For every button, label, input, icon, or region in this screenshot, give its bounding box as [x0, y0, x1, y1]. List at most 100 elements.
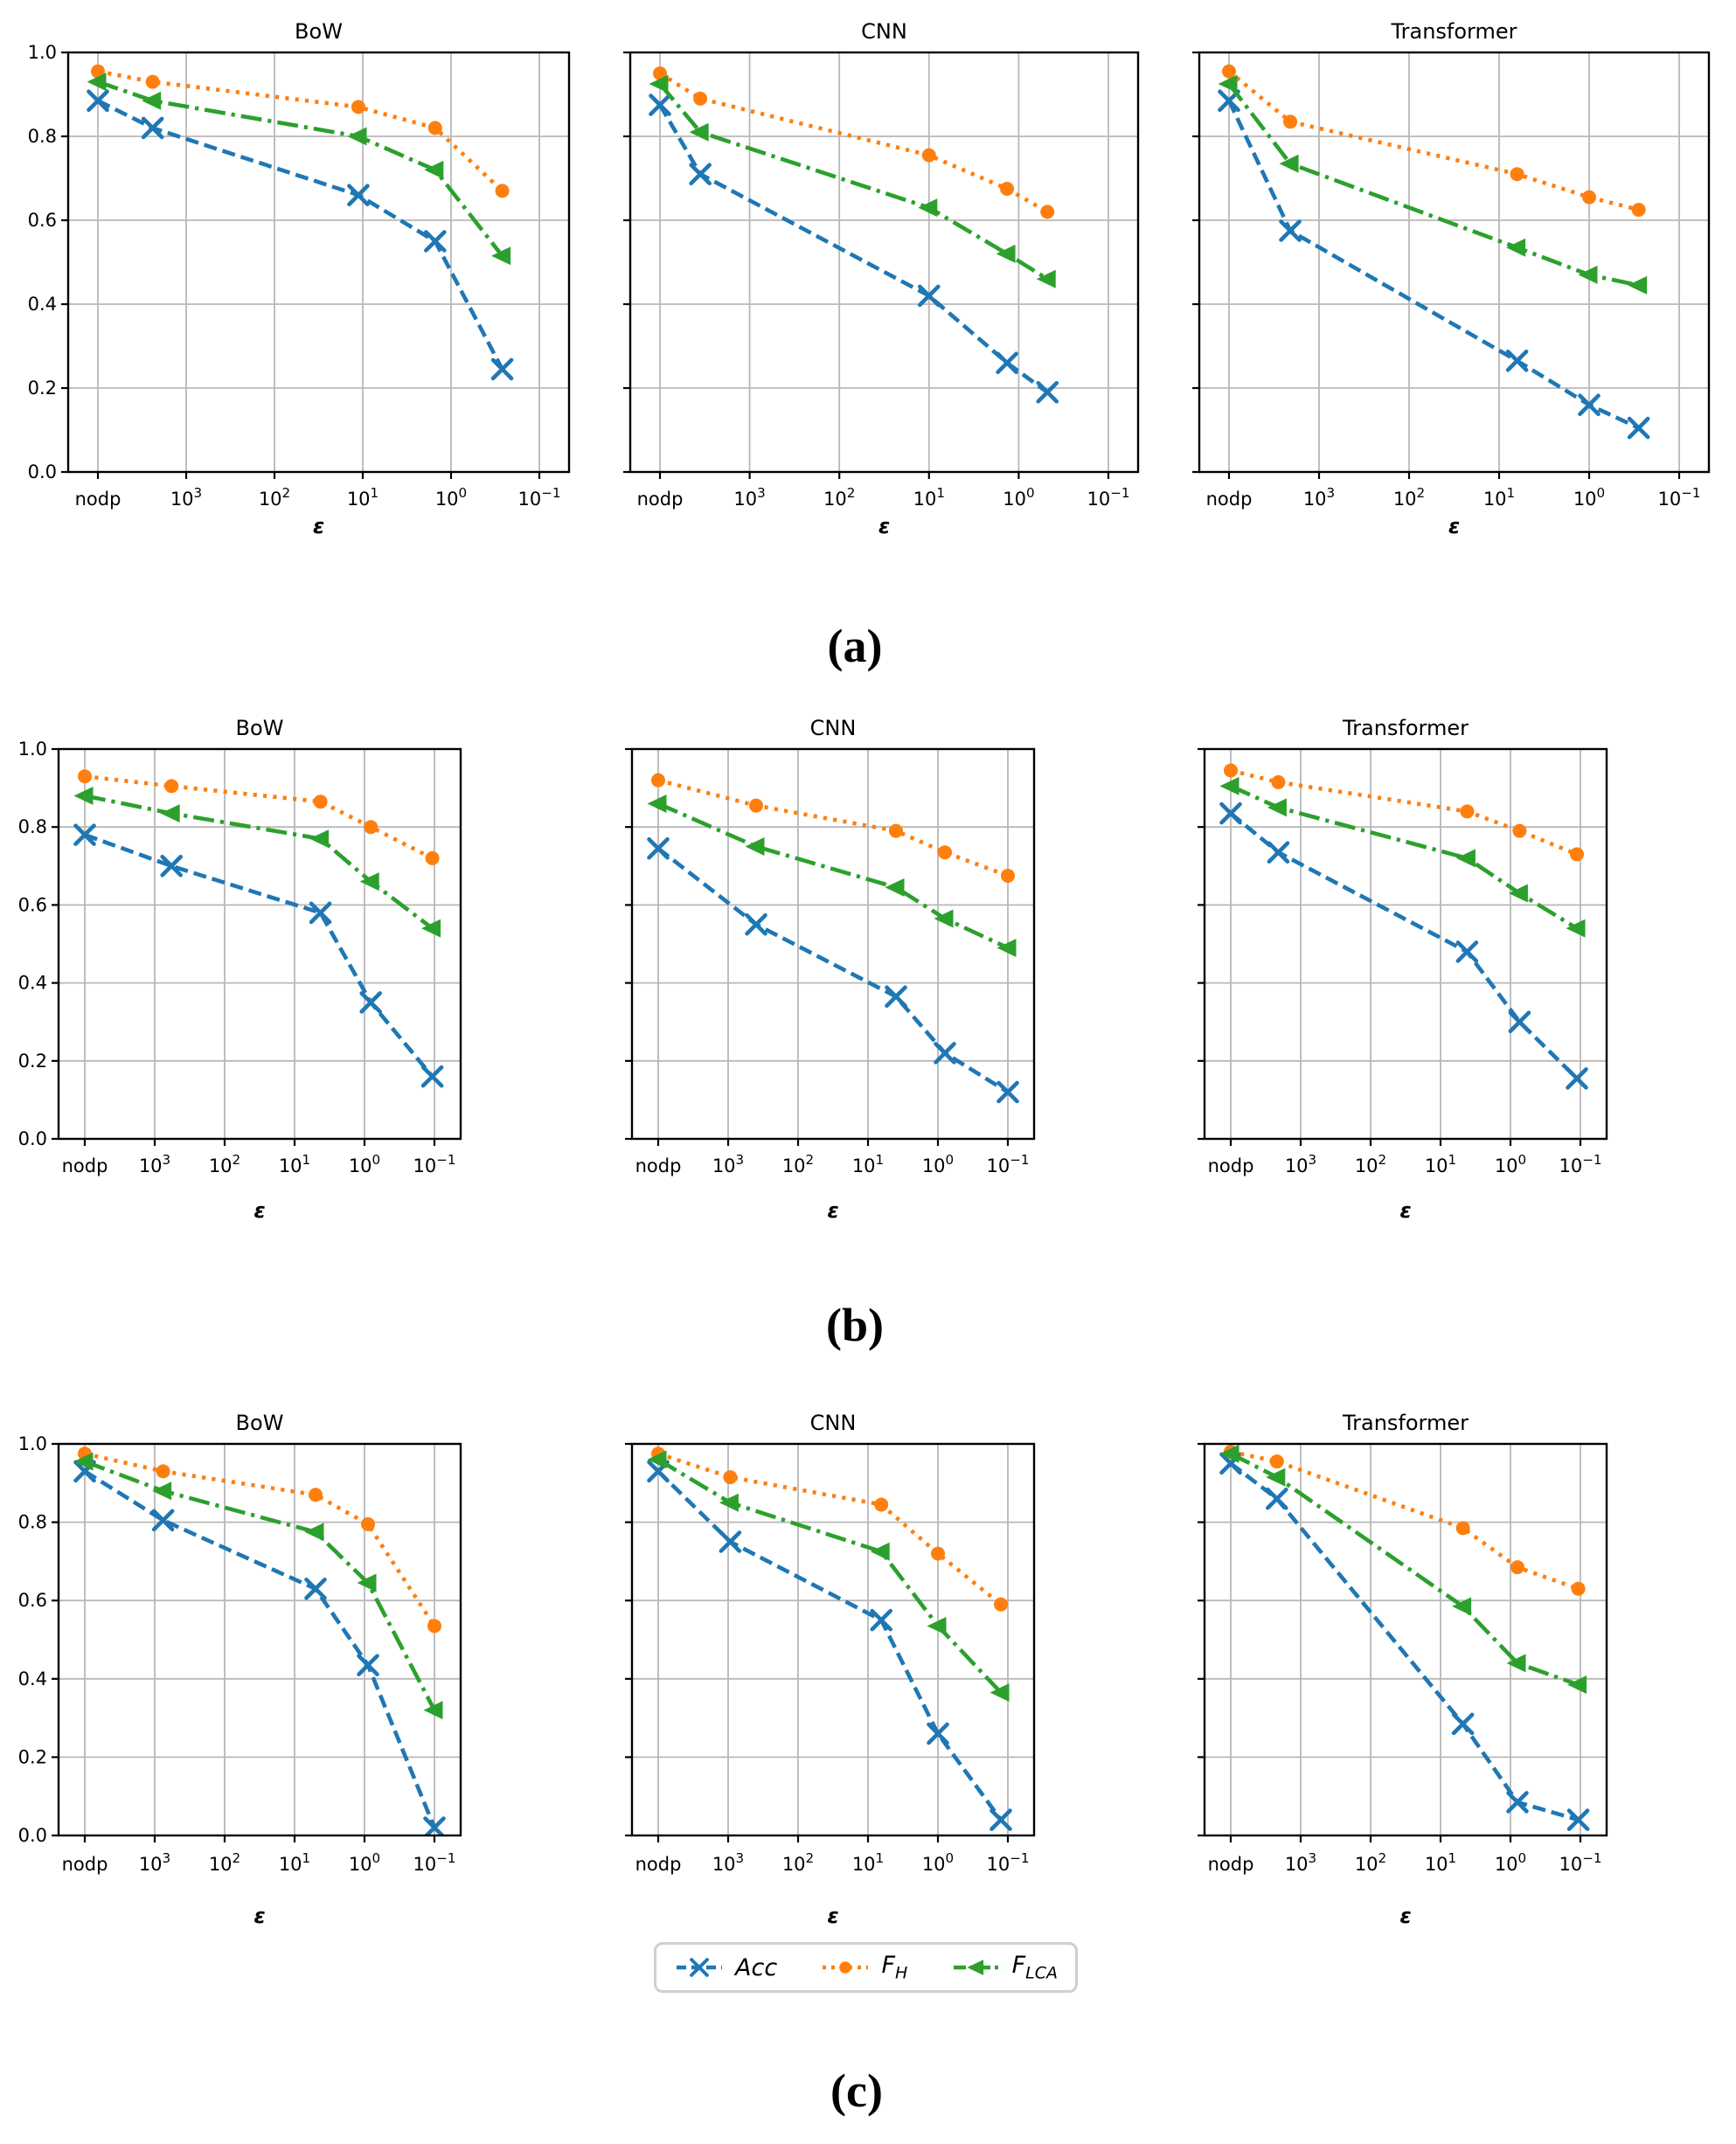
tick-marks — [1198, 747, 1582, 1146]
caption-a: (a) — [827, 620, 883, 672]
series-acc — [1218, 89, 1650, 440]
legend-entry-flca: FLCA — [951, 1952, 1058, 1983]
x-marker-icon — [918, 284, 941, 308]
x-marker-icon — [1627, 416, 1650, 440]
x-tick-label: 101 — [852, 1152, 884, 1176]
series-group — [87, 64, 514, 381]
tick-marks — [52, 1442, 436, 1842]
triangle-left-marker-icon — [647, 1450, 667, 1469]
x-tick-label: 10−1 — [413, 1152, 455, 1176]
circle-marker-icon — [931, 1546, 945, 1561]
x-marker-icon — [309, 901, 332, 925]
panel-title: Transformer — [1342, 1411, 1469, 1435]
axes-spines — [66, 51, 571, 474]
x-marker-icon — [1266, 1487, 1288, 1510]
series-f_h — [653, 66, 1055, 219]
x-tick-label: 102 — [1355, 1850, 1386, 1875]
y-tick-label: 0.2 — [18, 1051, 47, 1072]
y-tick-label: 0.0 — [28, 461, 57, 482]
caption-b: (b) — [826, 1299, 884, 1351]
x-marker-icon — [1506, 1791, 1529, 1814]
grid-lines — [632, 749, 1034, 1139]
dashdot-line-triangle-marker-icon — [953, 1960, 999, 1975]
x-marker-icon — [1508, 1010, 1531, 1033]
x-tick-label: nodp — [637, 489, 684, 510]
x-tick-label: 103 — [139, 1152, 170, 1176]
series-f_lca — [73, 787, 441, 938]
triangle-left-marker-icon — [424, 160, 444, 179]
triangle-left-marker-icon — [990, 1683, 1010, 1702]
x-marker-icon — [745, 912, 767, 936]
chart-panel-bow: nodp 103 102 101 100 10−1 0.0 0.2 0.4 0.6 0.8 1.0 Bo… — [18, 716, 462, 1223]
chart-panel-transformer: nodp 103 102 101 100 10−1 Transformer ε — [1198, 1411, 1608, 1928]
series-group — [1219, 1444, 1590, 1831]
series-acc — [649, 94, 1059, 404]
x-axis-label: ε — [827, 1904, 838, 1928]
x-tick-label: 103 — [1285, 1850, 1316, 1875]
circle-marker-icon — [1455, 1521, 1470, 1536]
circle-marker-icon — [938, 845, 952, 860]
x-marker-icon — [689, 163, 712, 185]
x-marker-icon — [1219, 801, 1242, 825]
x-tick-label: 101 — [279, 1850, 310, 1875]
x-marker-icon — [1036, 381, 1059, 404]
circle-marker-icon — [1271, 774, 1286, 789]
series-f_h — [78, 1447, 441, 1634]
series-group — [73, 1447, 446, 1836]
x-tick-label: 10−1 — [1087, 485, 1129, 510]
x-marker-icon — [990, 1808, 1012, 1831]
triangle-left-marker-icon — [647, 794, 667, 813]
triangle-left-marker-icon — [1279, 154, 1299, 173]
x-tick-label: 102 — [1355, 1152, 1386, 1176]
x-tick-label: 10−1 — [986, 1850, 1029, 1875]
series-acc — [1219, 801, 1588, 1090]
triangle-left-marker-icon — [745, 837, 765, 856]
x-marker-icon — [1505, 350, 1529, 372]
triangle-left-marker-icon — [996, 938, 1017, 957]
tick-marks — [1192, 51, 1681, 479]
x-marker-icon — [359, 991, 382, 1014]
triangle-left-marker-icon — [142, 91, 162, 110]
circle-marker-icon — [1570, 847, 1584, 862]
series-group — [1219, 763, 1588, 1090]
circle-marker-icon — [693, 91, 708, 106]
y-tick-label: 0.0 — [18, 1128, 47, 1149]
x-tick-label: 100 — [435, 485, 467, 510]
panel-title: BoW — [236, 716, 284, 740]
circle-marker-icon — [889, 823, 903, 838]
x-tick-label: 100 — [349, 1152, 380, 1176]
y-tick-label: 1.0 — [18, 739, 47, 760]
panel-title: Transformer — [1342, 716, 1469, 740]
series-f_lca — [1218, 74, 1648, 295]
circle-marker-icon — [1001, 868, 1015, 883]
x-marker-icon — [934, 1042, 956, 1065]
series-f_lca — [1219, 1444, 1587, 1695]
circle-marker-icon — [749, 798, 763, 813]
x-tick-label: 100 — [1003, 485, 1034, 510]
panel-title: CNN — [861, 19, 907, 44]
triangle-left-marker-icon — [1506, 238, 1526, 257]
series-f_lca — [87, 73, 511, 266]
tick-marks — [1198, 1442, 1582, 1842]
tick-marks — [623, 51, 1110, 479]
chart-panel-transformer: nodp 103 102 101 100 10−1 Transformer ε — [1198, 716, 1608, 1223]
circle-marker-icon — [1631, 203, 1646, 217]
legend-entry-acc: Acc — [674, 1954, 777, 1981]
triangle-left-marker-icon — [1036, 269, 1056, 288]
circle-marker-icon — [1571, 1581, 1586, 1596]
circle-marker-icon — [874, 1497, 889, 1512]
triangle-left-marker-icon — [304, 1523, 324, 1542]
series-f_h — [91, 64, 510, 198]
x-tick-label: 100 — [1495, 1152, 1526, 1176]
caption-c: (c) — [830, 2064, 883, 2117]
x-tick-label: 10−1 — [1559, 1152, 1601, 1176]
tick-marks — [52, 747, 436, 1146]
circle-marker-icon — [427, 1619, 441, 1634]
triangle-left-marker-icon — [423, 1701, 443, 1720]
series-f_lca — [1219, 776, 1586, 938]
triangle-left-marker-icon — [1578, 265, 1598, 284]
dashed-line-x-marker-icon — [677, 1958, 722, 1977]
x-marker-icon — [927, 1722, 949, 1745]
triangle-left-marker-icon — [73, 787, 94, 806]
x-marker-icon — [996, 1080, 1019, 1104]
